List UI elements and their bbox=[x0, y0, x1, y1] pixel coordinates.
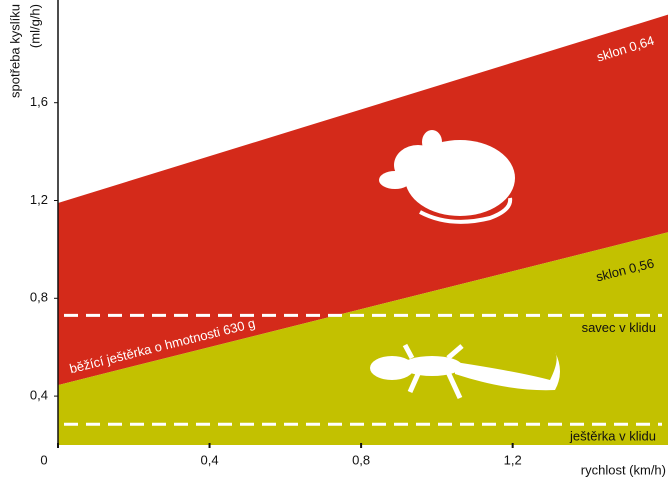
mammal-icon bbox=[379, 130, 515, 224]
reference-label: ještěrka v klidu bbox=[569, 429, 656, 444]
x-tick-label: 0,8 bbox=[352, 452, 370, 467]
lizard-icon bbox=[370, 343, 560, 400]
y-axis-label: (ml/g/h) bbox=[27, 4, 42, 48]
x-axis-label: rychlost (km/h) bbox=[581, 462, 666, 477]
y-axis-label: spotřeba kyslíku bbox=[7, 4, 22, 98]
reference-label: savec v klidu bbox=[582, 320, 656, 335]
lizard-area bbox=[58, 232, 668, 445]
x-tick-label: 1,2 bbox=[504, 452, 522, 467]
mammal-area bbox=[58, 14, 668, 386]
y-tick-label: 0,4 bbox=[30, 388, 48, 403]
y-tick-label: 1,2 bbox=[30, 192, 48, 207]
x-tick-label: 0 bbox=[40, 452, 47, 467]
y-tick-label: 1,6 bbox=[30, 94, 48, 109]
y-tick-label: 0,8 bbox=[30, 290, 48, 305]
x-tick-label: 0,4 bbox=[201, 452, 219, 467]
icons bbox=[370, 130, 560, 400]
